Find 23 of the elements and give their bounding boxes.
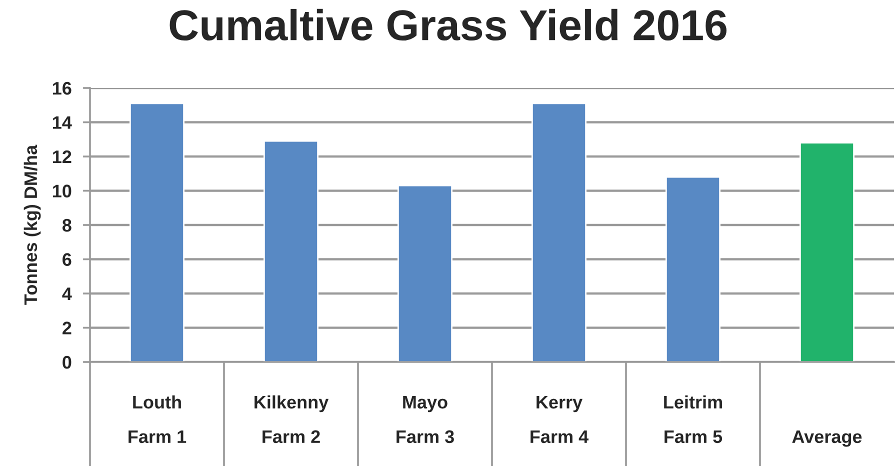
- y-tick-label: 6: [62, 253, 72, 266]
- y-axis-title: Tonnes (kg) DM/ha: [24, 144, 41, 305]
- bar: [130, 102, 184, 362]
- y-tick-label: 10: [53, 184, 72, 198]
- bar: [398, 184, 452, 362]
- x-tick-label: Kerry Farm 4: [530, 396, 589, 444]
- y-tick-label: 16: [53, 82, 72, 95]
- category-label: Louth Farm 1: [128, 395, 186, 444]
- category-label: Leitrim Farm 5: [664, 395, 722, 444]
- y-tick-label: 4: [62, 288, 72, 300]
- y-tick-label: 12: [53, 150, 72, 164]
- y-tick-label: 0: [62, 356, 72, 369]
- y-tick-label: 8: [62, 218, 72, 232]
- x-tick-label: Average: [792, 430, 862, 447]
- y-tick-label: 2: [62, 322, 72, 334]
- bar: [264, 140, 318, 362]
- x-tick-label: Mayo Farm 3: [396, 396, 454, 444]
- chart-title: Cumaltive Grass Yield 2016: [170, 8, 726, 41]
- bar: [532, 102, 586, 362]
- bar: [666, 176, 720, 362]
- y-tick-label: 14: [53, 116, 72, 129]
- x-tick-label: Kilkenny Farm 2: [254, 395, 329, 444]
- bar: [800, 142, 854, 362]
